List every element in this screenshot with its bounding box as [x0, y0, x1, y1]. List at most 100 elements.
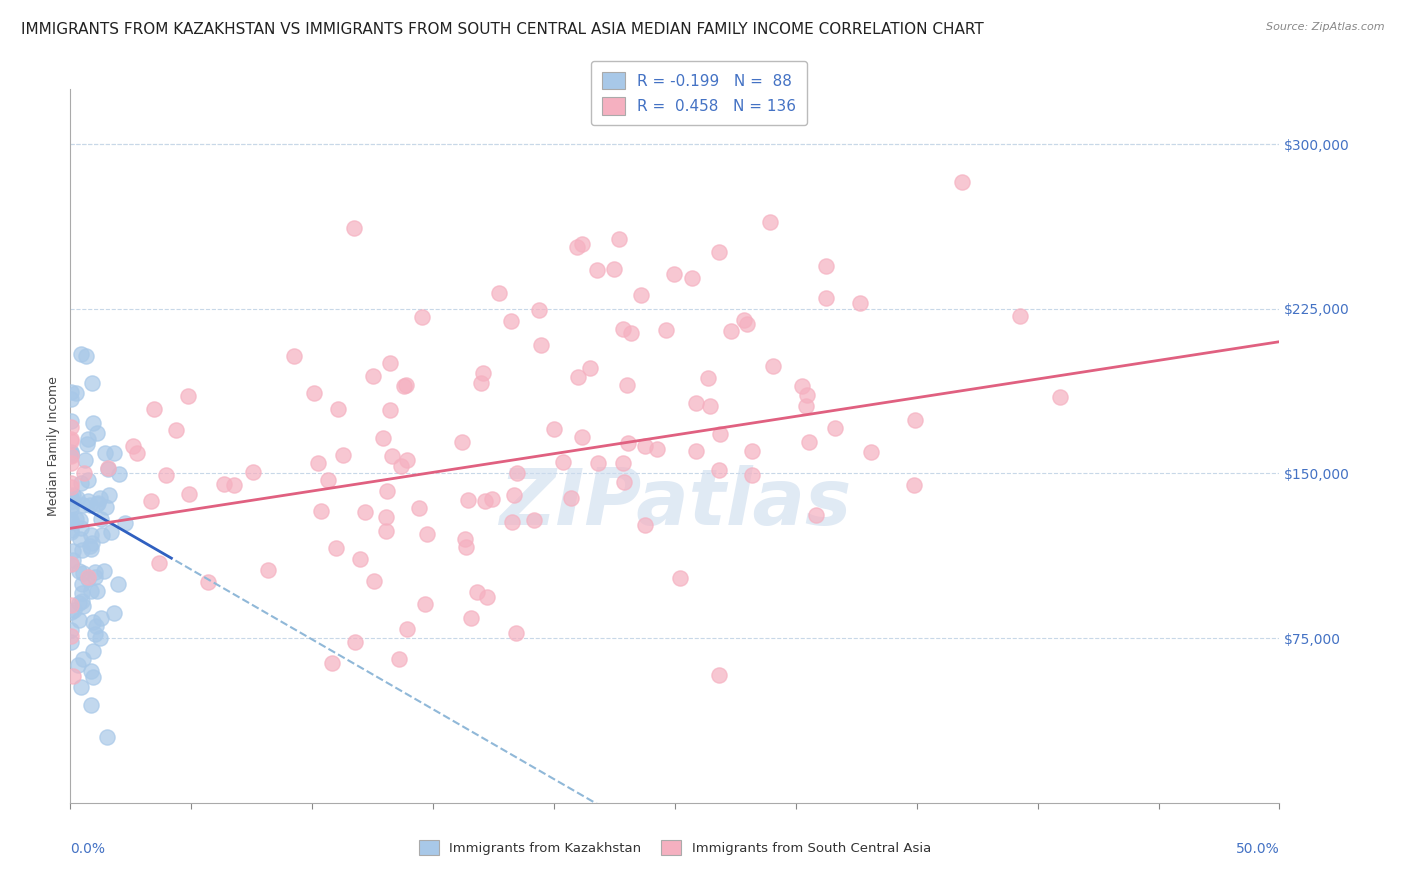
Point: [681, 270, 703, 285]
Point: [114, 516, 136, 530]
Point: [90, 611, 112, 625]
Text: IMMIGRANTS FROM KAZAKHSTAN VS IMMIGRANTS FROM SOUTH CENTRAL ASIA MEDIAN FAMILY I: IMMIGRANTS FROM KAZAKHSTAN VS IMMIGRANTS…: [21, 22, 984, 37]
Point: [77, 572, 100, 586]
Point: [903, 477, 925, 491]
Point: [59, 490, 82, 504]
Point: [89, 631, 111, 645]
Point: [59, 420, 82, 434]
Point: [222, 478, 245, 492]
Point: [321, 657, 343, 671]
Point: [860, 445, 883, 459]
Point: [84, 570, 107, 584]
Point: [630, 288, 652, 302]
Point: [82, 644, 104, 658]
Point: [59, 557, 82, 571]
Point: [80, 536, 103, 550]
Point: [70, 543, 93, 558]
Point: [762, 359, 785, 373]
Legend: Immigrants from Kazakhstan, Immigrants from South Central Asia: Immigrants from Kazakhstan, Immigrants f…: [413, 835, 936, 861]
Point: [645, 442, 668, 457]
Point: [97, 461, 120, 475]
Point: [98, 488, 121, 502]
Point: [453, 533, 475, 547]
Point: [59, 515, 82, 529]
Point: [349, 552, 371, 566]
Point: [309, 504, 332, 518]
Point: [84, 619, 107, 633]
Text: ZIPatlas: ZIPatlas: [499, 465, 851, 541]
Point: [141, 494, 163, 508]
Point: [733, 313, 755, 327]
Point: [543, 422, 565, 436]
Point: [343, 221, 366, 235]
Point: [413, 598, 436, 612]
Point: [792, 379, 814, 393]
Point: [70, 521, 93, 535]
Point: [332, 448, 354, 462]
Point: [80, 541, 103, 556]
Point: [634, 439, 657, 453]
Point: [824, 421, 846, 435]
Point: [103, 606, 125, 620]
Point: [395, 378, 418, 392]
Point: [59, 629, 82, 643]
Point: [361, 368, 384, 383]
Point: [70, 681, 93, 695]
Point: [94, 500, 117, 515]
Point: [59, 524, 82, 539]
Point: [527, 302, 550, 317]
Point: [381, 449, 404, 463]
Point: [316, 473, 339, 487]
Point: [380, 402, 402, 417]
Point: [59, 499, 82, 513]
Point: [603, 261, 626, 276]
Point: [720, 324, 742, 338]
Point: [121, 439, 143, 453]
Point: [353, 505, 375, 519]
Point: [60, 494, 83, 508]
Point: [571, 430, 593, 444]
Point: [72, 599, 94, 613]
Point: [737, 318, 759, 332]
Point: [325, 541, 347, 555]
Point: [612, 322, 634, 336]
Point: [63, 603, 86, 617]
Point: [59, 523, 82, 537]
Point: [90, 528, 112, 542]
Point: [616, 377, 638, 392]
Point: [76, 570, 98, 584]
Point: [72, 652, 94, 666]
Point: [59, 446, 82, 460]
Point: [86, 583, 108, 598]
Point: [125, 446, 148, 460]
Point: [59, 392, 82, 406]
Point: [481, 492, 503, 507]
Point: [451, 434, 474, 449]
Point: [741, 444, 763, 458]
Point: [70, 347, 93, 361]
Point: [67, 596, 90, 610]
Point: [662, 267, 685, 281]
Point: [59, 475, 82, 490]
Y-axis label: Median Family Income: Median Family Income: [46, 376, 60, 516]
Point: [633, 518, 655, 533]
Point: [93, 564, 115, 578]
Point: [79, 498, 101, 512]
Point: [79, 539, 101, 553]
Point: [76, 437, 98, 451]
Point: [66, 657, 89, 672]
Point: [59, 502, 82, 516]
Point: [302, 386, 325, 401]
Point: [59, 480, 82, 494]
Point: [371, 431, 394, 445]
Point: [62, 553, 84, 567]
Point: [97, 461, 120, 475]
Point: [75, 453, 97, 467]
Point: [416, 526, 439, 541]
Point: [96, 730, 118, 744]
Point: [86, 497, 108, 511]
Point: [457, 493, 479, 508]
Point: [471, 366, 494, 380]
Point: [488, 286, 510, 301]
Text: Source: ZipAtlas.com: Source: ZipAtlas.com: [1267, 22, 1385, 32]
